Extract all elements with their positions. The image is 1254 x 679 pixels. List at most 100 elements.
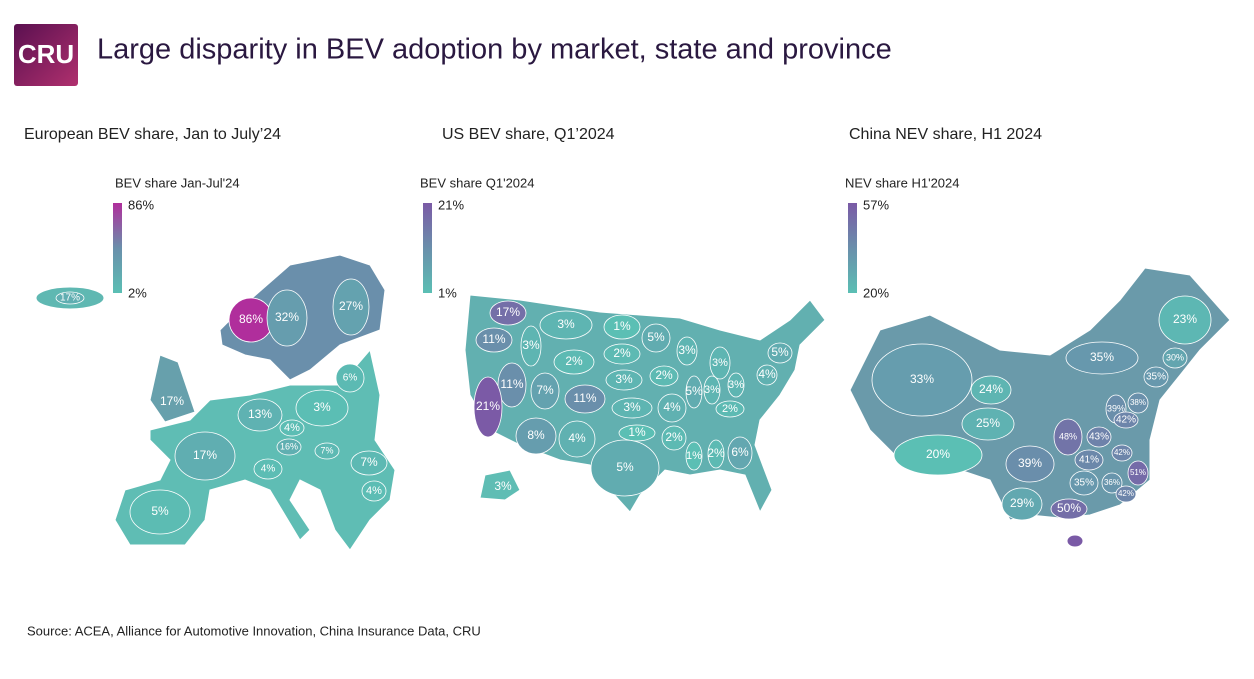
region-label: 7%: [360, 455, 378, 469]
region: [641, 323, 671, 353]
region: [871, 343, 973, 417]
region-label: 25%: [976, 416, 1000, 430]
land: [1066, 534, 1084, 548]
map-title: European BEV share, Jan to July’24: [24, 126, 281, 143]
region-label: 17%: [60, 293, 80, 304]
region: [1050, 498, 1088, 520]
region: [709, 346, 731, 380]
region: [618, 424, 656, 442]
region-label: 51%: [1130, 468, 1146, 477]
region: [961, 407, 1015, 441]
region: [558, 420, 596, 458]
legend-bar: [423, 203, 432, 293]
logo-text: CRU: [18, 39, 74, 69]
region-label: 8%: [527, 428, 545, 442]
region-label: 3%: [557, 317, 575, 331]
region-label: 35%: [1090, 350, 1114, 364]
region: [649, 365, 679, 387]
region: [295, 389, 349, 427]
region-label: 6%: [731, 445, 749, 459]
region-label: 21%: [476, 399, 500, 413]
region: [1158, 295, 1212, 345]
region-label: 13%: [248, 407, 272, 421]
region-label: 48%: [1059, 431, 1077, 441]
region: [1113, 411, 1139, 429]
region: [756, 364, 778, 386]
region-label: 6%: [343, 373, 358, 384]
page-title: Large disparity in BEV adoption by marke…: [97, 34, 892, 66]
region: [657, 393, 687, 423]
region: [707, 439, 725, 469]
region: [603, 343, 641, 365]
region: [1127, 392, 1149, 414]
region: [1053, 418, 1083, 456]
region: [530, 372, 560, 410]
legend-min: 20%: [863, 285, 889, 300]
region: [539, 310, 593, 340]
region-label: 41%: [1079, 455, 1099, 466]
region-label: 3%: [704, 384, 720, 396]
region: [1005, 445, 1055, 483]
region: [253, 458, 283, 480]
region: [603, 314, 641, 340]
region: [1086, 426, 1112, 448]
region: [1074, 449, 1104, 471]
region: [174, 431, 236, 481]
region-label: 32%: [275, 310, 299, 324]
region-label: 38%: [1130, 398, 1146, 407]
region: [661, 425, 687, 451]
region-label: 17%: [496, 305, 520, 319]
region: [55, 291, 85, 305]
region-label: 39%: [1107, 403, 1125, 413]
region-label: 2%: [665, 430, 683, 444]
region-label: 2%: [613, 346, 631, 360]
logo: [14, 24, 78, 86]
region-label: 17%: [193, 448, 217, 462]
region: [676, 336, 698, 366]
region-label: 42%: [1118, 489, 1134, 498]
map-title: China NEV share, H1 2024: [849, 126, 1042, 143]
region-label: 5%: [151, 504, 169, 518]
region: [237, 398, 283, 432]
region: [279, 419, 305, 437]
region-label: 16%: [280, 441, 298, 451]
region: [1001, 487, 1043, 521]
region-label: 2%: [655, 368, 673, 382]
region: [520, 325, 542, 367]
region-label: 4%: [366, 485, 382, 497]
region: [715, 400, 745, 418]
region-label: 3%: [313, 400, 331, 414]
legend-title: NEV share H1'2024: [845, 175, 960, 190]
region-label: 5%: [685, 384, 703, 398]
region: [611, 397, 653, 419]
region-label: 5%: [771, 345, 789, 359]
region-label: 36%: [1104, 478, 1120, 487]
legend-title: BEV share Q1'2024: [420, 175, 535, 190]
region-label: 2%: [722, 403, 738, 415]
region: [1101, 472, 1123, 494]
region: [350, 450, 388, 476]
legend-max: 21%: [438, 197, 464, 212]
region-label: 23%: [1173, 312, 1197, 326]
land: [479, 469, 521, 501]
region: [1115, 485, 1137, 503]
region-label: 7%: [536, 383, 554, 397]
region-label: 4%: [284, 422, 300, 434]
region-label: 7%: [320, 445, 333, 455]
region-label: 11%: [500, 377, 523, 391]
legend-max: 86%: [128, 197, 154, 212]
region-label: 29%: [1010, 496, 1034, 510]
legend-bar: [113, 203, 122, 293]
region: [1065, 341, 1139, 375]
region-label: 3%: [678, 343, 696, 357]
region-label: 1%: [686, 450, 702, 462]
region: [497, 362, 527, 408]
region: [335, 363, 365, 393]
region-label: 3%: [522, 338, 540, 352]
region: [1069, 470, 1099, 496]
region: [893, 434, 983, 476]
region: [1143, 366, 1169, 388]
region: [970, 375, 1012, 405]
region: [515, 417, 557, 455]
